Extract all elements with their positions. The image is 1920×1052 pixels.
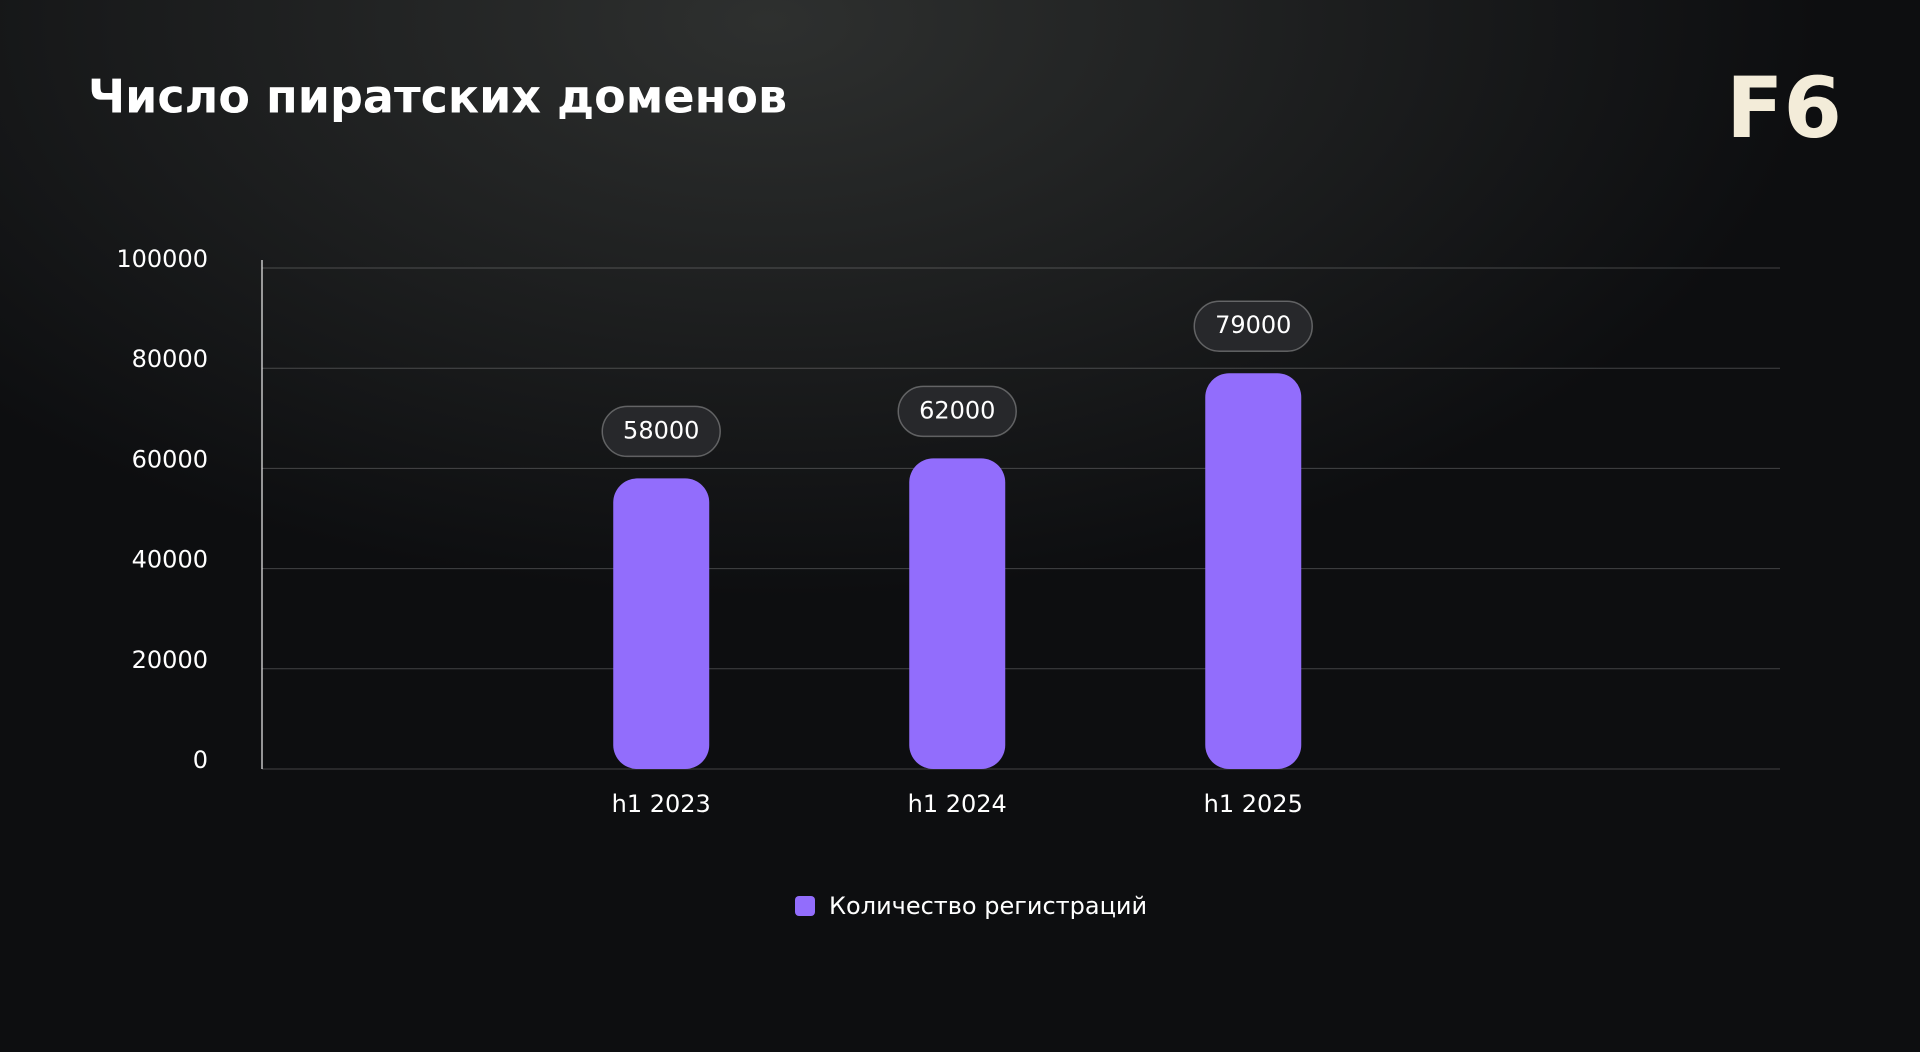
value-label: 79000 xyxy=(1215,311,1291,339)
x-tick-label: h1 2023 xyxy=(612,790,711,818)
x-tick-label: h1 2024 xyxy=(908,790,1007,818)
y-tick-label: 80000 xyxy=(132,345,208,373)
value-label: 62000 xyxy=(919,396,995,424)
bar xyxy=(1205,373,1302,769)
x-tick-label: h1 2025 xyxy=(1204,790,1303,818)
y-tick-label: 60000 xyxy=(132,445,208,473)
legend-label: Количество регистраций xyxy=(829,892,1147,920)
chart-title: Число пиратских доменов xyxy=(88,70,787,124)
y-tick-label: 100000 xyxy=(116,245,208,273)
bar xyxy=(613,478,710,769)
bar xyxy=(909,458,1006,769)
logo: F6 xyxy=(1726,59,1842,157)
value-label-pill xyxy=(601,405,721,458)
value-label-pill xyxy=(1193,300,1314,352)
value-label: 58000 xyxy=(623,416,699,444)
y-tick-label: 20000 xyxy=(132,646,208,674)
legend-swatch xyxy=(795,896,815,916)
y-tick-label: 40000 xyxy=(132,546,208,574)
y-tick-label: 0 xyxy=(193,746,208,774)
value-label-pill xyxy=(897,385,1017,438)
